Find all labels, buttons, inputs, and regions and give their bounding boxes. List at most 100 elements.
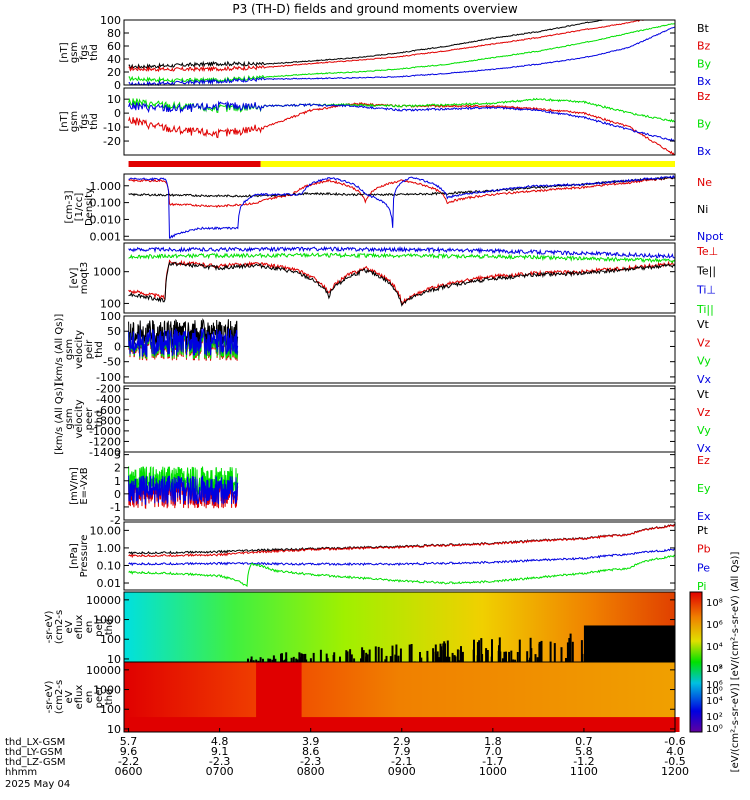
y-tick-label: 100 xyxy=(100,633,121,646)
spectrogram-gap xyxy=(426,657,429,662)
y-tick-label: 0.10 xyxy=(97,559,122,572)
spectrogram-gap xyxy=(476,642,479,662)
spectrogram-gap xyxy=(377,646,380,662)
panel-temperature: 1000 100 moqt3[eV] Te⊥ Te|| Ti⊥ Ti|| xyxy=(69,242,718,316)
x-tick-label: 5.8 xyxy=(575,745,593,758)
spectrogram-gap xyxy=(434,644,437,662)
y-axis-label-line: (cm2-s xyxy=(54,680,65,714)
legend-green: By xyxy=(697,118,712,131)
spectrogram-gap xyxy=(397,655,400,662)
legend-red: Vz xyxy=(697,336,711,349)
spectrogram-gap xyxy=(478,640,481,662)
y-axis-label-line: thd xyxy=(94,341,105,358)
y-tick-label: 1000 xyxy=(93,684,121,697)
legend-blue: Vx xyxy=(697,373,712,386)
panel-frame xyxy=(123,87,676,156)
x-tick-label: -1.2 xyxy=(573,755,594,768)
spectrogram-gap xyxy=(568,638,571,662)
spectrogram-gap xyxy=(384,659,387,662)
y-axis-label-line: thd xyxy=(104,619,115,636)
legend-red: Te⊥ xyxy=(696,245,718,258)
colorbar-tick: 10² xyxy=(706,664,723,675)
spectrogram-gap xyxy=(267,658,270,662)
spectrogram-gap xyxy=(395,644,398,662)
y-tick-label: 0.100 xyxy=(90,197,122,210)
spectrogram-gap xyxy=(442,650,445,662)
y-tick-label: -2 xyxy=(110,514,121,527)
spectrogram-gap xyxy=(274,658,277,662)
y-axis-label-line: [nT] xyxy=(59,111,70,131)
spectrogram-gap xyxy=(312,652,315,662)
x-tick-label: 0.7 xyxy=(575,735,593,748)
series-line-green xyxy=(128,251,676,264)
y-tick-label: 1 xyxy=(114,475,121,488)
series-line-green xyxy=(128,23,676,84)
spectrogram-gap xyxy=(292,656,295,662)
spectrogram-gap xyxy=(285,658,288,662)
y-tick-label: 1000 xyxy=(93,614,121,627)
spectrogram-gap xyxy=(262,658,264,662)
spectrogram-gap xyxy=(296,659,299,662)
y-axis-label-line: peer xyxy=(94,685,105,709)
spectrogram-gap xyxy=(408,644,411,662)
y-tick-label: 100 xyxy=(100,14,121,27)
series-line-red xyxy=(128,19,675,73)
legend-red: Ne xyxy=(697,176,712,189)
y-tick-label: 100 xyxy=(100,310,121,323)
spectrogram-gap xyxy=(319,649,322,662)
y-tick-label: -1000 xyxy=(89,425,121,438)
colorbar-tick: 10⁶ xyxy=(706,680,723,691)
y-tick-label: 10.00 xyxy=(90,524,122,537)
spectrogram-gap xyxy=(473,639,475,662)
spectrogram-gap xyxy=(459,649,462,662)
legend-blue: Pe xyxy=(697,561,710,574)
spectrogram-gap xyxy=(439,643,442,662)
y-tick-label: 100 xyxy=(100,297,121,310)
spectrogram-gap xyxy=(247,658,249,662)
y-axis-label-line: gsm xyxy=(64,408,75,429)
y-axis-label-line: peer xyxy=(84,407,95,431)
y-axis-label-line: [km/s (All Qs)] xyxy=(54,314,65,386)
colorbar-tick: 10⁰ xyxy=(706,724,723,735)
y-tick-label: -600 xyxy=(96,404,121,417)
legend-blue: Ti⊥ xyxy=(696,284,716,297)
panel-frame xyxy=(123,385,676,453)
y-axis-label-line: en xyxy=(84,621,95,634)
y-axis-label-line: [nT] xyxy=(59,42,70,62)
y-tick-label: 0 xyxy=(114,79,121,92)
panel-frame xyxy=(123,661,676,733)
spectrogram-gap xyxy=(485,648,488,662)
x-tick-label: -1.7 xyxy=(482,755,503,768)
spectrogram-gap xyxy=(560,647,563,662)
spectrogram-gap xyxy=(391,645,394,662)
x-tick-label: 8.6 xyxy=(302,745,320,758)
panel-frame xyxy=(123,173,676,241)
spectrogram-gap xyxy=(257,660,260,662)
legend-black: Pt xyxy=(697,524,709,537)
legend-blue: Ex xyxy=(697,510,711,523)
spectrogram-gap xyxy=(453,655,456,662)
spectrogram-gap xyxy=(380,648,383,662)
colorbar-tick: 10⁸ xyxy=(706,598,723,609)
y-axis-label-line: -sr-eV) xyxy=(44,611,55,644)
series-line-blue xyxy=(128,174,676,239)
y-axis-label: thdpeirvelocitygsm[km/s (All Qs)] xyxy=(54,314,105,386)
spectrogram-gap xyxy=(399,648,402,662)
y-tick-label: 1000 xyxy=(93,266,121,279)
spectrogram-gap xyxy=(350,654,353,662)
y-tick-label: -1200 xyxy=(89,435,121,448)
spectrogram-gap xyxy=(566,642,569,662)
spectrogram-gap xyxy=(437,657,440,662)
y-axis-label-line: [1/cc] xyxy=(74,193,85,222)
spectrogram-gap xyxy=(333,652,336,662)
spectrogram-gap xyxy=(298,652,301,662)
series-line-red xyxy=(128,259,676,306)
y-axis-label-line: fgs xyxy=(79,114,90,129)
spectrogram-gap xyxy=(360,658,362,662)
spectrogram-gap xyxy=(410,644,413,662)
panel-frame xyxy=(123,19,676,86)
y-axis-label-line: peir xyxy=(94,616,105,636)
spectrogram-gap xyxy=(361,647,364,662)
series-line-blue xyxy=(128,245,676,260)
